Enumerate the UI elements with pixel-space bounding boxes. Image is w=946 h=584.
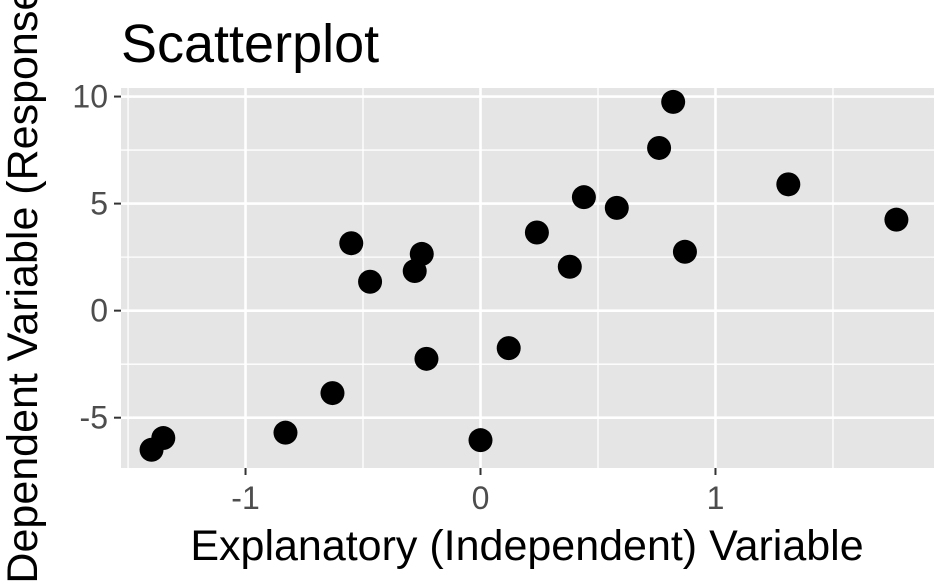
data-point bbox=[524, 220, 549, 245]
x-axis-label: Explanatory (Independent) Variable bbox=[190, 522, 863, 570]
y-tick-label: 0 bbox=[90, 293, 108, 329]
x-tick-label: -1 bbox=[231, 480, 259, 516]
data-point bbox=[661, 89, 686, 114]
data-point bbox=[672, 239, 697, 264]
x-tick-label: 1 bbox=[707, 480, 725, 516]
data-point bbox=[339, 231, 364, 256]
y-axis-ticks: -5 0 5 10 bbox=[72, 79, 121, 436]
data-point bbox=[884, 207, 909, 232]
data-point bbox=[320, 381, 345, 406]
x-tick-label: 0 bbox=[472, 480, 490, 516]
x-axis-ticks: -1 0 1 bbox=[231, 468, 724, 516]
data-point bbox=[358, 269, 383, 294]
data-point bbox=[776, 172, 801, 197]
data-point bbox=[273, 420, 298, 445]
y-tick-label: 5 bbox=[90, 186, 108, 222]
y-tick-label: -5 bbox=[80, 400, 108, 436]
plot-panel bbox=[121, 88, 934, 468]
y-axis-label: Dependent Variable (Response) bbox=[0, 0, 47, 584]
data-point bbox=[151, 426, 176, 451]
data-point bbox=[604, 195, 629, 220]
y-tick-label: 10 bbox=[72, 79, 108, 115]
data-point bbox=[414, 346, 439, 371]
chart-title: Scatterplot bbox=[121, 14, 379, 74]
data-points bbox=[139, 89, 909, 462]
data-point bbox=[496, 336, 521, 361]
data-point bbox=[468, 428, 493, 453]
grid-major-lines bbox=[121, 88, 934, 468]
data-point bbox=[571, 185, 596, 210]
data-point bbox=[409, 241, 434, 266]
data-point bbox=[647, 135, 672, 160]
data-point bbox=[557, 254, 582, 279]
